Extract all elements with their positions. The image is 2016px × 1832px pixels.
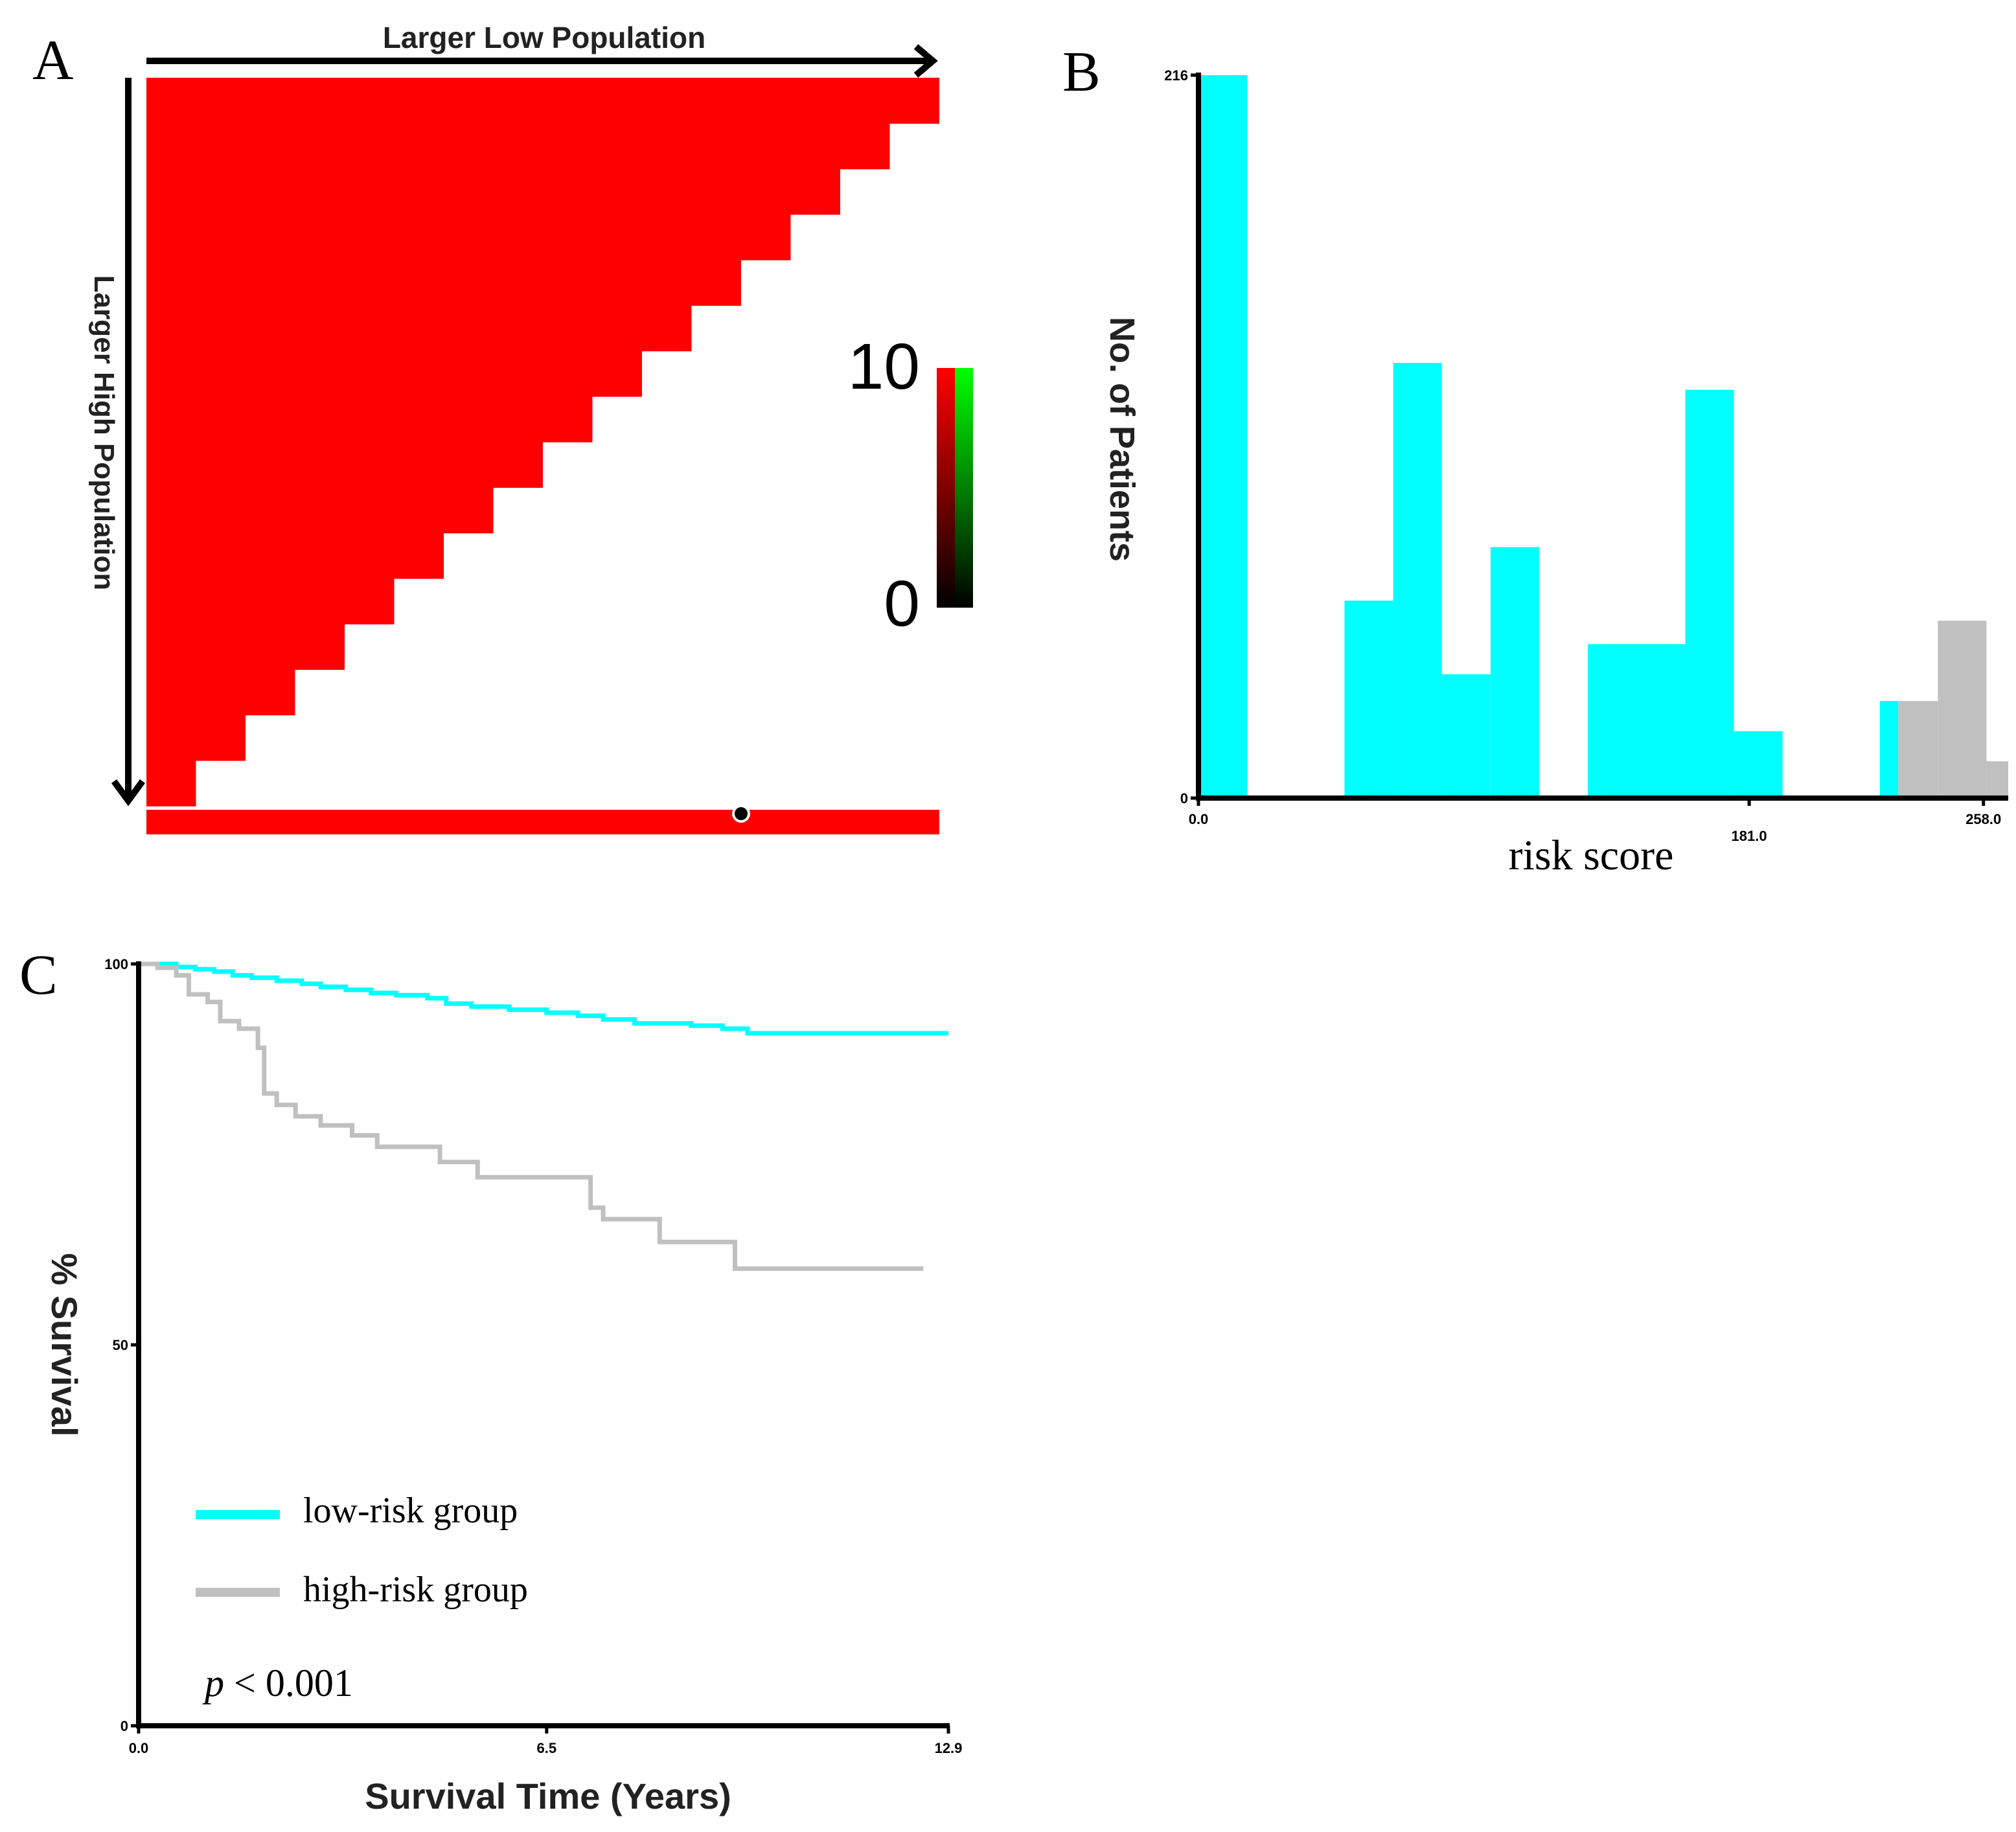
histogram-y-label: No. of Patients <box>1103 317 1141 562</box>
histogram-x-tick-label: 258.0 <box>1965 811 2001 827</box>
color-scale-green <box>955 368 973 608</box>
panel-b-letter: B <box>1062 41 1101 104</box>
survival-x-tick-label: 12.9 <box>935 1740 963 1756</box>
legend-label-high-risk: high-risk group <box>303 1570 528 1610</box>
histogram-x-tick-label: 0.0 <box>1189 811 1209 827</box>
heatmap-row <box>146 760 196 807</box>
heatmap-row <box>146 168 840 215</box>
heatmap-bottom-bar <box>146 810 939 834</box>
color-scale-min-label: 0 <box>884 567 920 640</box>
histogram-x-tick-label: 181.0 <box>1732 828 1767 844</box>
x-arrow-label: Larger Low Population <box>383 21 705 54</box>
heatmap-row <box>146 624 345 670</box>
p-value-text: < 0.001 <box>224 1662 353 1704</box>
survival-curves <box>139 961 948 1271</box>
heatmap-row <box>146 350 642 397</box>
survival-ticks: 0 50 100 0.0 6.5 12.9 <box>104 956 962 1756</box>
histogram-bar <box>1198 75 1248 798</box>
p-value-annotation: p < 0.001 <box>202 1662 353 1704</box>
histogram-bar <box>1880 701 1899 798</box>
survival-x-tick-label: 0.0 <box>129 1740 149 1756</box>
histogram-x-label: risk score <box>1509 832 1674 879</box>
low-risk-curve <box>139 961 948 1036</box>
bottom-bar-marker <box>732 805 750 823</box>
histogram-bar <box>1441 674 1491 798</box>
survival-y-tick-label: 100 <box>104 956 128 972</box>
survival-x-tick-label: 6.5 <box>537 1740 557 1756</box>
heatmap-row <box>146 442 543 488</box>
survival-y-label: % Survival <box>44 1253 85 1436</box>
histogram-bar <box>1393 363 1442 798</box>
survival-y-tick-label: 0 <box>120 1718 128 1734</box>
legend-label-low-risk: low-risk group <box>303 1491 518 1531</box>
color-scale-max-label: 10 <box>848 330 920 403</box>
histogram-ticks: 0 216 0.0 181.0 258.0 <box>1164 67 2001 844</box>
heatmap-row <box>146 214 791 260</box>
heatmap-row <box>146 396 593 442</box>
heatmap-row <box>146 715 246 761</box>
histogram-bar <box>1685 389 1734 798</box>
histogram-bars <box>1198 75 2008 798</box>
survival-y-tick-label: 50 <box>113 1337 128 1353</box>
y-arrow-label: Larger High Population <box>88 275 120 590</box>
y-arrow-head <box>111 779 146 807</box>
histogram-bar <box>1986 761 2008 798</box>
p-value-symbol: p <box>202 1662 224 1704</box>
heatmap-row <box>146 669 295 716</box>
heatmap-row <box>146 305 692 352</box>
heatmap-row <box>146 578 395 624</box>
histogram-bar <box>1938 621 1987 798</box>
histogram-bar <box>1898 701 1938 798</box>
heatmap-row <box>146 260 741 306</box>
heatmap-row <box>146 532 444 579</box>
panel-c-letter: C <box>19 944 58 1007</box>
color-scale-red <box>937 368 955 608</box>
panel-a-letter: A <box>32 29 74 92</box>
heatmap-row <box>146 487 494 534</box>
histogram-y-tick-label: 0 <box>1180 790 1188 807</box>
heatmap-steps <box>146 78 939 807</box>
panel-a: A Larger Low Population Larger High Popu… <box>32 21 973 834</box>
survival-x-label: Survival Time (Years) <box>365 1776 731 1816</box>
heatmap-row <box>146 123 890 170</box>
high-risk-curve <box>139 961 924 1271</box>
histogram-bar <box>1490 547 1539 798</box>
heatmap-row <box>146 78 939 124</box>
histogram-bar <box>1588 644 1686 798</box>
histogram-y-tick-label: 216 <box>1164 67 1188 84</box>
panel-b: B 0 216 0.0 181.0 258.0 risk score No. of Pa… <box>1062 41 2008 879</box>
x-arrow-head <box>913 44 938 78</box>
survival-legend: low-risk group high-risk group <box>196 1491 528 1610</box>
panel-c: C 0 50 100 0.0 6.5 12.9 Survival Time (Years)… <box>19 944 962 1816</box>
histogram-bar <box>1734 731 1783 798</box>
color-scale: 10 0 <box>848 330 973 640</box>
histogram-bar <box>1344 601 1393 798</box>
